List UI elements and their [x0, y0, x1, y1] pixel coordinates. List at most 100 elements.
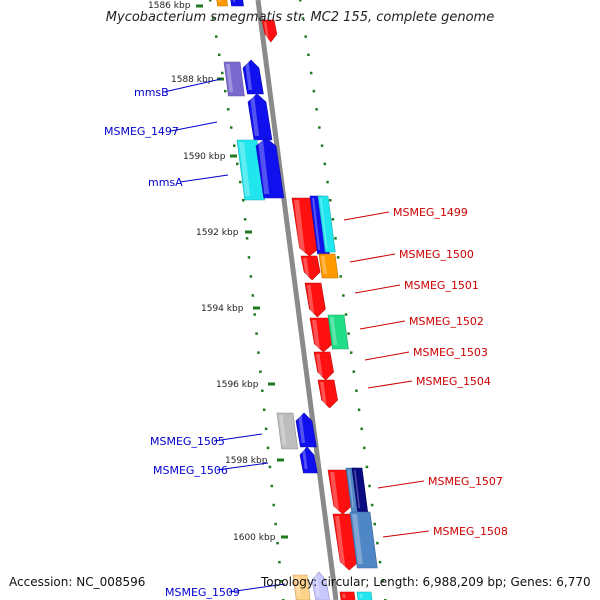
gene-block: [327, 469, 353, 515]
tick-dot: [272, 503, 275, 507]
gene-highlight: [348, 470, 355, 508]
gene-leader-line: [228, 583, 286, 593]
gene-leader-line: [216, 462, 269, 471]
gene-highlight: [321, 256, 328, 274]
tick-dot: [312, 89, 316, 93]
tick-dot: [376, 541, 379, 545]
tick-dot: [243, 218, 247, 221]
scale-tick: [253, 306, 260, 310]
tick-dot: [255, 332, 258, 335]
gene-highlight: [279, 415, 287, 445]
tick-dot: [249, 275, 253, 278]
tick-dot: [304, 35, 307, 38]
gene-label-right: MSMEG_1503: [413, 346, 488, 359]
gene-leader-line: [377, 480, 425, 489]
tick-dot: [344, 313, 348, 316]
gene-highlight: [330, 317, 338, 345]
gene-highlight: [294, 200, 306, 252]
gene-highlight: [359, 594, 363, 598]
gene-highlight: [320, 382, 327, 404]
tick-dot: [253, 313, 256, 316]
gene-highlight: [239, 142, 251, 196]
gene-highlight: [258, 140, 270, 194]
gene-block: [311, 571, 330, 600]
tick-dot: [236, 162, 239, 166]
gene-label-right: MSMEG_1499: [393, 206, 468, 219]
gene-leader-line: [179, 174, 229, 183]
accession-text: Accession: NC_008596: [9, 575, 146, 589]
gene-highlight: [295, 577, 301, 596]
tick-dot: [215, 35, 218, 38]
gene-leader-line: [170, 121, 218, 132]
tick-dot: [261, 389, 264, 392]
gene-block: [230, 0, 244, 7]
tick-dot: [336, 256, 340, 259]
gene-leader-line: [349, 253, 396, 263]
gene-block: [292, 574, 311, 600]
tick-dot: [360, 427, 363, 431]
tick-dot: [329, 199, 332, 202]
tick-dot: [247, 256, 251, 259]
gene-highlight: [307, 285, 315, 313]
tick-dot: [370, 503, 374, 507]
tick-dot: [276, 541, 279, 545]
chromosome-backbone: [255, 0, 339, 600]
gene-block: [216, 0, 228, 7]
gene-label-left: mmsA: [148, 176, 183, 189]
gene-highlight: [312, 320, 320, 348]
tick-dot: [280, 579, 283, 583]
tick-dot: [233, 144, 236, 147]
tick-dot: [264, 427, 268, 431]
gene-block: [223, 61, 245, 97]
gene-label-left: mmsB: [134, 86, 169, 99]
gene-label-right: MSMEG_1508: [433, 525, 508, 538]
genome-summary-text: Topology: circular; Length: 6,988,209 bp…: [261, 575, 591, 589]
gene-label-right: MSMEG_1504: [416, 375, 491, 388]
gene-leader-line: [163, 78, 222, 93]
scale-label: 1588 kbp: [171, 75, 214, 85]
gene-block: [242, 59, 264, 95]
gene-highlight: [316, 354, 323, 376]
gene-block: [318, 253, 339, 279]
gene-label-right: MSMEG_1507: [428, 475, 503, 488]
tick-dot: [230, 126, 233, 129]
gene-highlight: [218, 0, 221, 2]
gene-label-right: MSMEG_1502: [409, 315, 484, 328]
tick-dot: [334, 237, 337, 240]
scale-label: 1598 kbp: [225, 456, 268, 466]
gene-block: [313, 351, 334, 381]
map-title: Mycobacterium smegmatis str. MC2 155, co…: [105, 10, 495, 25]
gene-block: [317, 195, 336, 253]
tick-dot: [209, 0, 212, 2]
gene-highlight: [298, 415, 306, 443]
gene-highlight: [312, 198, 321, 250]
scale-label: 1592 kbp: [196, 228, 239, 238]
gene-highlight: [303, 258, 310, 276]
scale-tick: [245, 230, 252, 234]
tick-dot: [278, 560, 281, 564]
gene-block: [300, 255, 321, 281]
tick-dot: [349, 351, 353, 354]
gene-block: [349, 511, 378, 569]
tick-dot: [342, 294, 345, 297]
tick-dot: [262, 408, 266, 412]
gene-leader-line: [382, 530, 430, 538]
scale-label: 1594 kbp: [201, 304, 244, 314]
gene-highlight: [226, 64, 234, 92]
tick-dot: [221, 71, 224, 75]
tick-dot: [365, 465, 369, 469]
tick-dot: [381, 579, 384, 583]
tick-dot: [299, 0, 302, 2]
gene-block: [261, 19, 278, 43]
gene-leader-line: [364, 351, 410, 361]
gene-highlight: [354, 470, 361, 508]
gene-block: [295, 412, 317, 448]
scale-label: 1596 kbp: [216, 380, 259, 390]
tick-dot: [347, 332, 350, 335]
tick-dot: [218, 53, 221, 57]
gene-block: [327, 314, 349, 350]
gene-leader-line: [354, 284, 401, 294]
scale-tick: [277, 458, 284, 462]
gene-label-right: MSMEG_1501: [404, 279, 479, 292]
gene-leader-line: [343, 211, 390, 221]
